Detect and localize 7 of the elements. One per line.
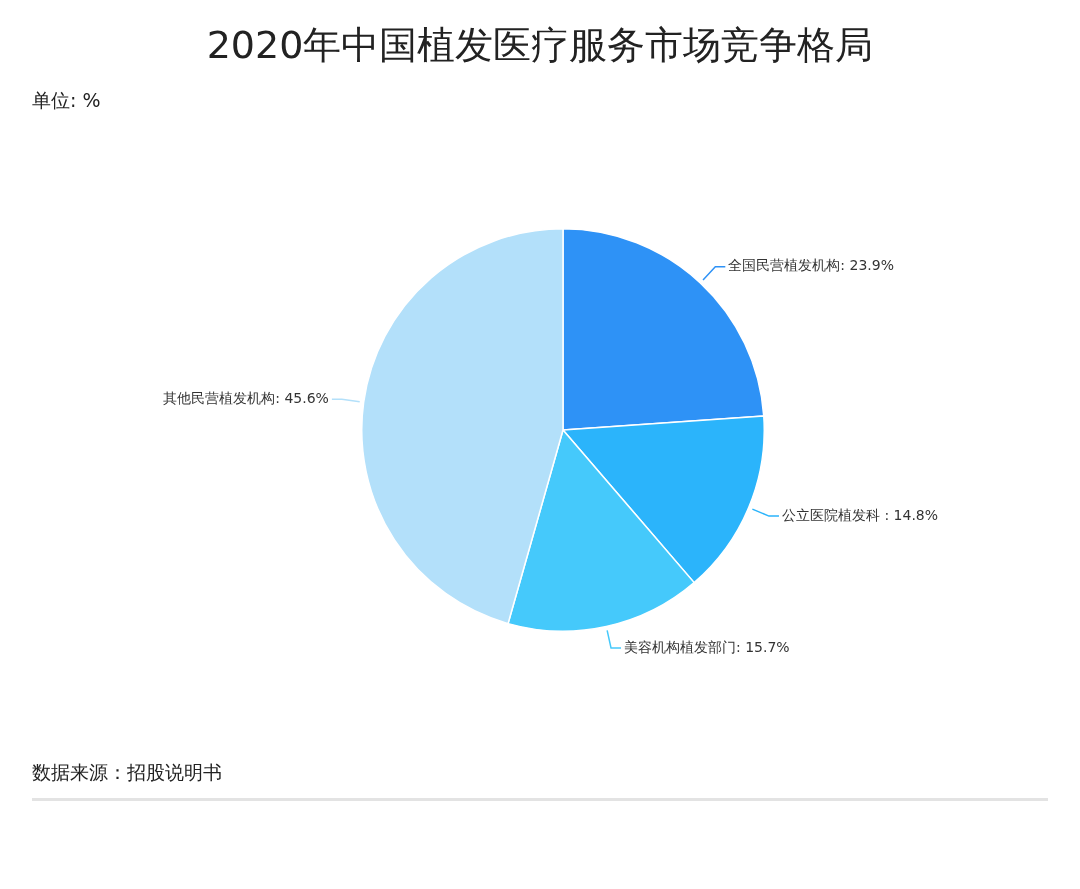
- slice-label: 全国民营植发机构: 23.9%: [728, 257, 894, 274]
- slice-label: 其他民营植发机构: 45.6%: [163, 389, 329, 406]
- source-note: 数据来源：招股说明书: [32, 760, 1048, 801]
- slice-label: 美容机构植发部门: 15.7%: [624, 638, 790, 655]
- chart-title: 2020年中国植发医疗服务市场竞争格局: [205, 22, 875, 69]
- slice-label: 公立医院植发科 : 14.8%: [781, 506, 939, 523]
- chart-subtitle: 单位: %: [32, 88, 101, 113]
